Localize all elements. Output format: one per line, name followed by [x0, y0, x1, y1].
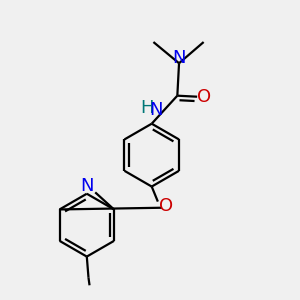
- Text: N: N: [80, 177, 94, 195]
- Text: methyl: methyl: [152, 34, 157, 36]
- Text: H: H: [140, 99, 154, 117]
- Text: O: O: [197, 88, 211, 106]
- Text: N: N: [172, 49, 186, 67]
- Text: O: O: [159, 197, 173, 215]
- Text: methyl: methyl: [151, 34, 156, 35]
- Text: N: N: [149, 101, 163, 119]
